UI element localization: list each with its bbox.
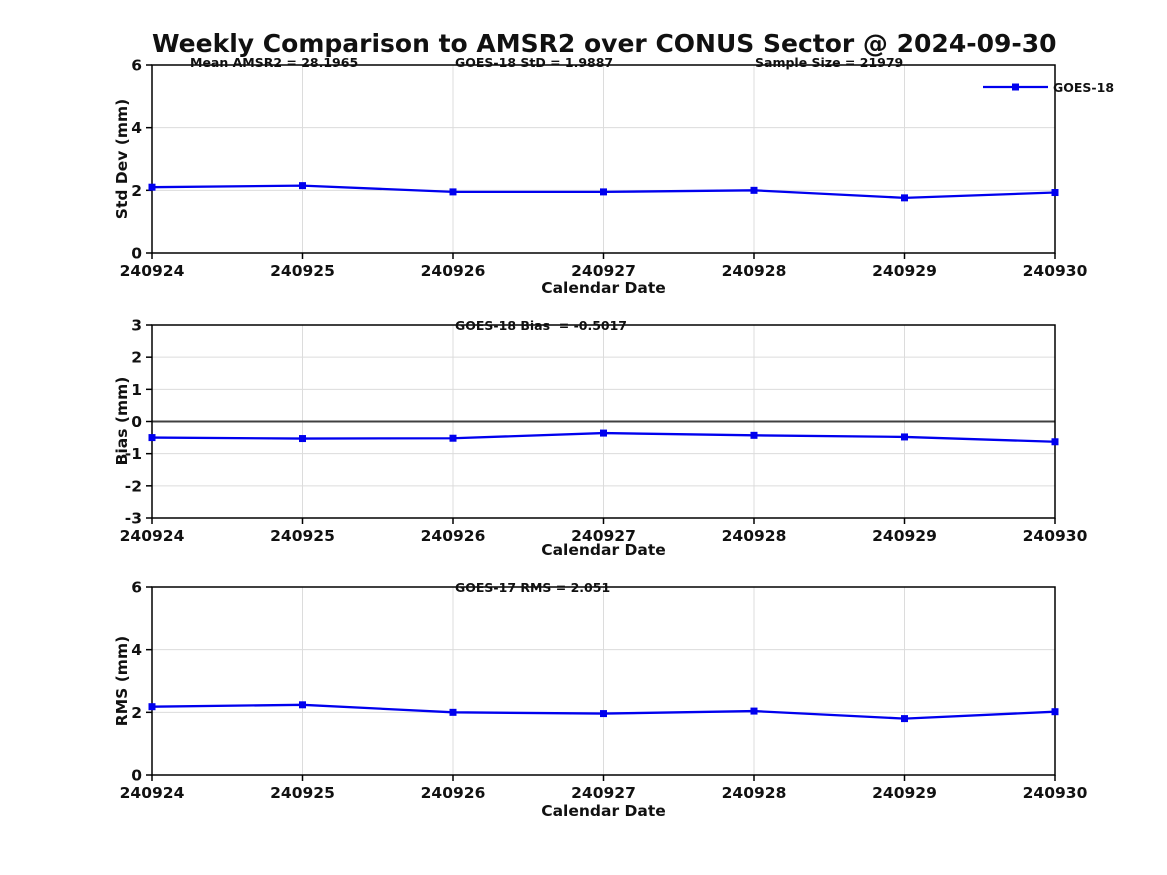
data-marker bbox=[299, 701, 306, 709]
annotation-sample-size: Sample Size = 21979 bbox=[755, 55, 904, 70]
x-tick-label: 240928 bbox=[722, 527, 787, 545]
rms-x-axis-label: Calendar Date bbox=[541, 802, 666, 820]
x-tick-label: 240928 bbox=[722, 262, 787, 280]
x-tick-label: 240925 bbox=[270, 784, 335, 802]
x-tick-label: 240924 bbox=[120, 527, 185, 545]
y-tick-label: 2 bbox=[131, 704, 142, 722]
data-marker bbox=[1051, 438, 1059, 446]
x-tick-label: 240924 bbox=[120, 262, 185, 280]
data-marker bbox=[299, 435, 306, 443]
data-marker bbox=[148, 703, 156, 711]
y-tick-label: 0 bbox=[131, 245, 142, 263]
annotation-goes18-bias: GOES-18 Bias = -0.5017 bbox=[455, 318, 628, 333]
y-tick-label: 2 bbox=[131, 349, 142, 367]
stddev-x-axis-label: Calendar Date bbox=[541, 279, 666, 297]
data-marker bbox=[449, 434, 457, 442]
data-marker bbox=[148, 183, 156, 191]
y-tick-label: 4 bbox=[131, 641, 142, 659]
x-tick-label: 240926 bbox=[421, 262, 486, 280]
rms-y-axis-label: RMS (mm) bbox=[113, 635, 131, 727]
x-tick-label: 240927 bbox=[571, 527, 636, 545]
data-marker bbox=[750, 707, 758, 715]
legend-goes18-label: GOES-18 bbox=[1053, 80, 1115, 95]
y-tick-label: 6 bbox=[131, 57, 142, 75]
x-tick-label: 240925 bbox=[270, 527, 335, 545]
x-tick-label: 240924 bbox=[120, 784, 185, 802]
x-tick-label: 240925 bbox=[270, 262, 335, 280]
data-marker bbox=[901, 715, 908, 723]
data-marker bbox=[901, 433, 908, 441]
x-tick-label: 240926 bbox=[421, 527, 486, 545]
x-tick-label: 240926 bbox=[421, 784, 486, 802]
y-tick-label: -1 bbox=[125, 445, 142, 463]
data-marker bbox=[750, 431, 758, 439]
data-marker bbox=[449, 188, 457, 196]
x-tick-label: 240930 bbox=[1023, 262, 1088, 280]
data-marker bbox=[600, 429, 607, 437]
y-tick-label: 0 bbox=[131, 767, 142, 785]
data-marker bbox=[148, 434, 156, 442]
x-tick-label: 240930 bbox=[1023, 784, 1088, 802]
annotation-goes17-rms: GOES-17 RMS = 2.051 bbox=[455, 580, 611, 595]
x-tick-label: 240930 bbox=[1023, 527, 1088, 545]
data-marker bbox=[1051, 189, 1059, 197]
x-tick-label: 240928 bbox=[722, 784, 787, 802]
x-tick-label: 240929 bbox=[872, 262, 937, 280]
y-tick-label: 1 bbox=[131, 381, 142, 399]
data-marker bbox=[1051, 708, 1059, 716]
annotation-mean-amsr2: Mean AMSR2 = 28.1965 bbox=[190, 55, 359, 70]
y-tick-label: 6 bbox=[131, 579, 142, 597]
y-tick-label: -2 bbox=[125, 477, 142, 495]
y-tick-label: 2 bbox=[131, 182, 142, 200]
data-marker bbox=[750, 186, 758, 194]
data-marker bbox=[299, 182, 306, 190]
data-marker bbox=[600, 710, 607, 718]
x-tick-label: 240929 bbox=[872, 527, 937, 545]
x-tick-label: 240927 bbox=[571, 262, 636, 280]
figure-title: Weekly Comparison to AMSR2 over CONUS Se… bbox=[152, 29, 1057, 58]
annotation-goes18-std: GOES-18 StD = 1.9887 bbox=[455, 55, 614, 70]
x-tick-label: 240929 bbox=[872, 784, 937, 802]
y-tick-label: 0 bbox=[131, 413, 142, 431]
bias-x-axis-label: Calendar Date bbox=[541, 541, 666, 559]
data-marker bbox=[901, 194, 908, 202]
y-tick-label: 3 bbox=[131, 317, 142, 335]
legend-marker-sample bbox=[1012, 83, 1019, 91]
y-tick-label: 4 bbox=[131, 119, 142, 137]
x-tick-label: 240927 bbox=[571, 784, 636, 802]
bias-y-axis-label: Bias (mm) bbox=[113, 376, 131, 466]
y-tick-label: -3 bbox=[125, 510, 142, 528]
stddev-y-axis-label: Std Dev (mm) bbox=[113, 98, 131, 220]
data-marker bbox=[600, 188, 607, 196]
data-marker bbox=[449, 708, 457, 716]
